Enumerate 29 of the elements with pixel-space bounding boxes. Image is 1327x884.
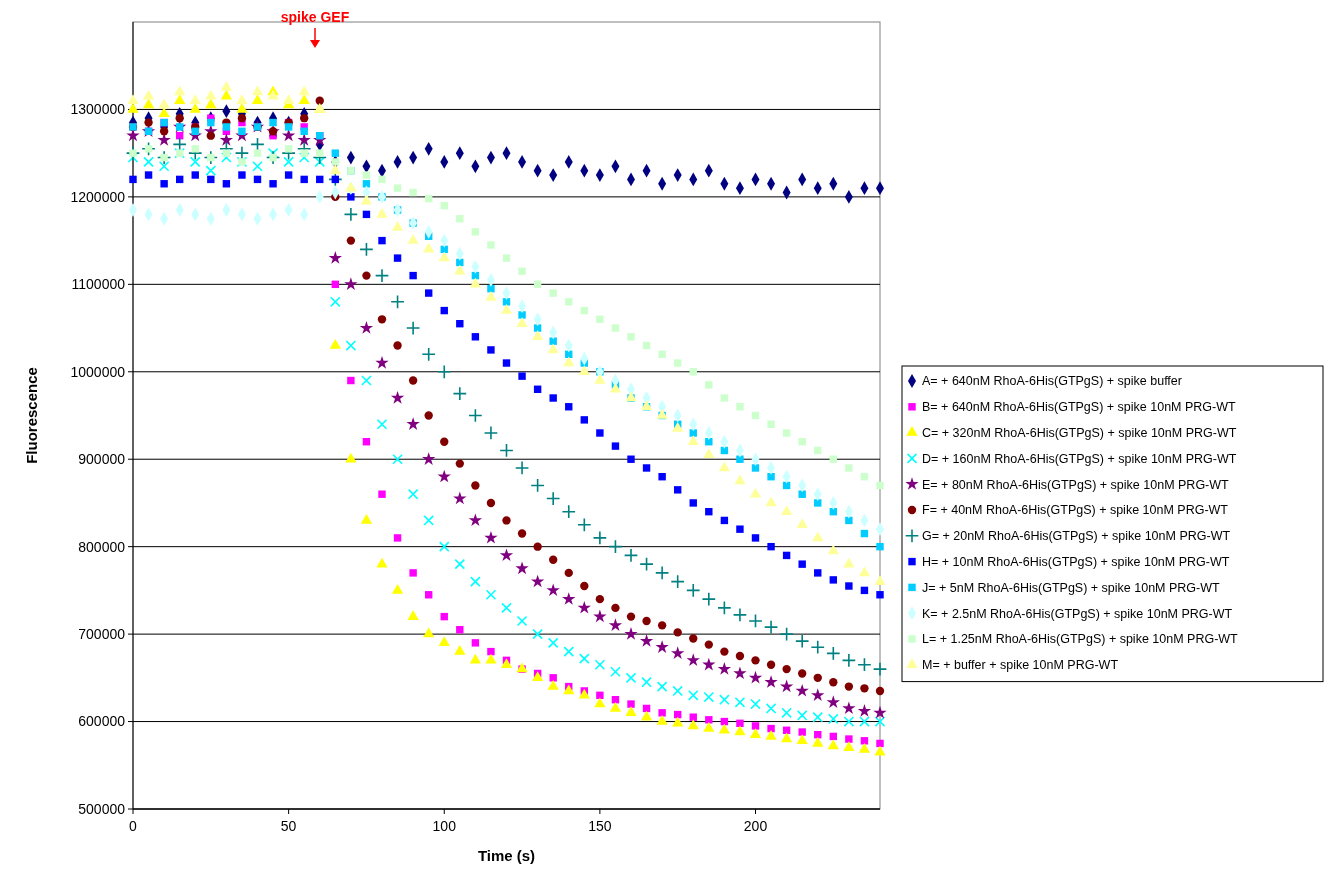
- legend-label: C= + 320nM RhoA-6His(GTPgS) + spike 10nM PRG-WT: [922, 425, 1237, 440]
- y-tick-label: 1300000: [70, 101, 126, 118]
- y-tick-label: 1000000: [70, 363, 126, 380]
- x-tick-label: 200: [743, 818, 768, 834]
- legend-label: B= + 640nM RhoA-6His(GTPgS) + spike 10nM PRG-WT: [922, 400, 1237, 415]
- y-axis-title: Fluorescence: [23, 367, 40, 464]
- y-tick-label: 800000: [78, 538, 126, 555]
- x-tick-label: 50: [280, 818, 297, 834]
- y-tick-label: 900000: [78, 451, 126, 468]
- y-tick-label: 1100000: [71, 276, 126, 293]
- y-tick-label: 700000: [78, 626, 126, 643]
- y-tick-label: 1200000: [70, 188, 126, 205]
- annotation: spike GEF: [280, 9, 350, 25]
- x-tick-label: 150: [588, 818, 612, 834]
- x-axis-title: Time (s): [477, 847, 536, 864]
- legend-label: D= + 160nM RhoA-6His(GTPgS) + spike 10nM PRG-WT: [922, 451, 1237, 466]
- y-tick-label: 500000: [78, 800, 126, 817]
- legend-label: G= + 20nM RhoA-6His(GTPgS) + spike 10nM PRG-WT: [922, 529, 1231, 544]
- legend-label: A= + 640nM RhoA-6His(GTPgS) + spike buffer: [922, 374, 1182, 389]
- x-tick-label: 100: [432, 818, 457, 834]
- y-tick-label: 600000: [78, 713, 126, 730]
- legend-label: E= + 80nM RhoA-6His(GTPgS) + spike 10nM PRG-WT: [922, 477, 1230, 492]
- legend-label: M= + buffer + spike 10nM PRG-WT: [922, 658, 1119, 673]
- legend-label: L= + 1.25nM RhoA-6His(GTPgS) + spike 10nM PRG-WT: [922, 632, 1239, 647]
- x-tick-label: 0: [129, 818, 138, 834]
- legend-label: K= + 2.5nM RhoA-6His(GTPgS) + spike 10nM PRG-WT: [922, 606, 1233, 621]
- legend-label: J= + 5nM RhoA-6His(GTPgS) + spike 10nM PRG-WT: [922, 580, 1221, 595]
- legend-label: H= + 10nM RhoA-6His(GTPgS) + spike 10nM PRG-WT: [922, 554, 1230, 569]
- legend-label: F= + 40nM RhoA-6His(GTPgS) + spike 10nM PRG-WT: [922, 503, 1229, 518]
